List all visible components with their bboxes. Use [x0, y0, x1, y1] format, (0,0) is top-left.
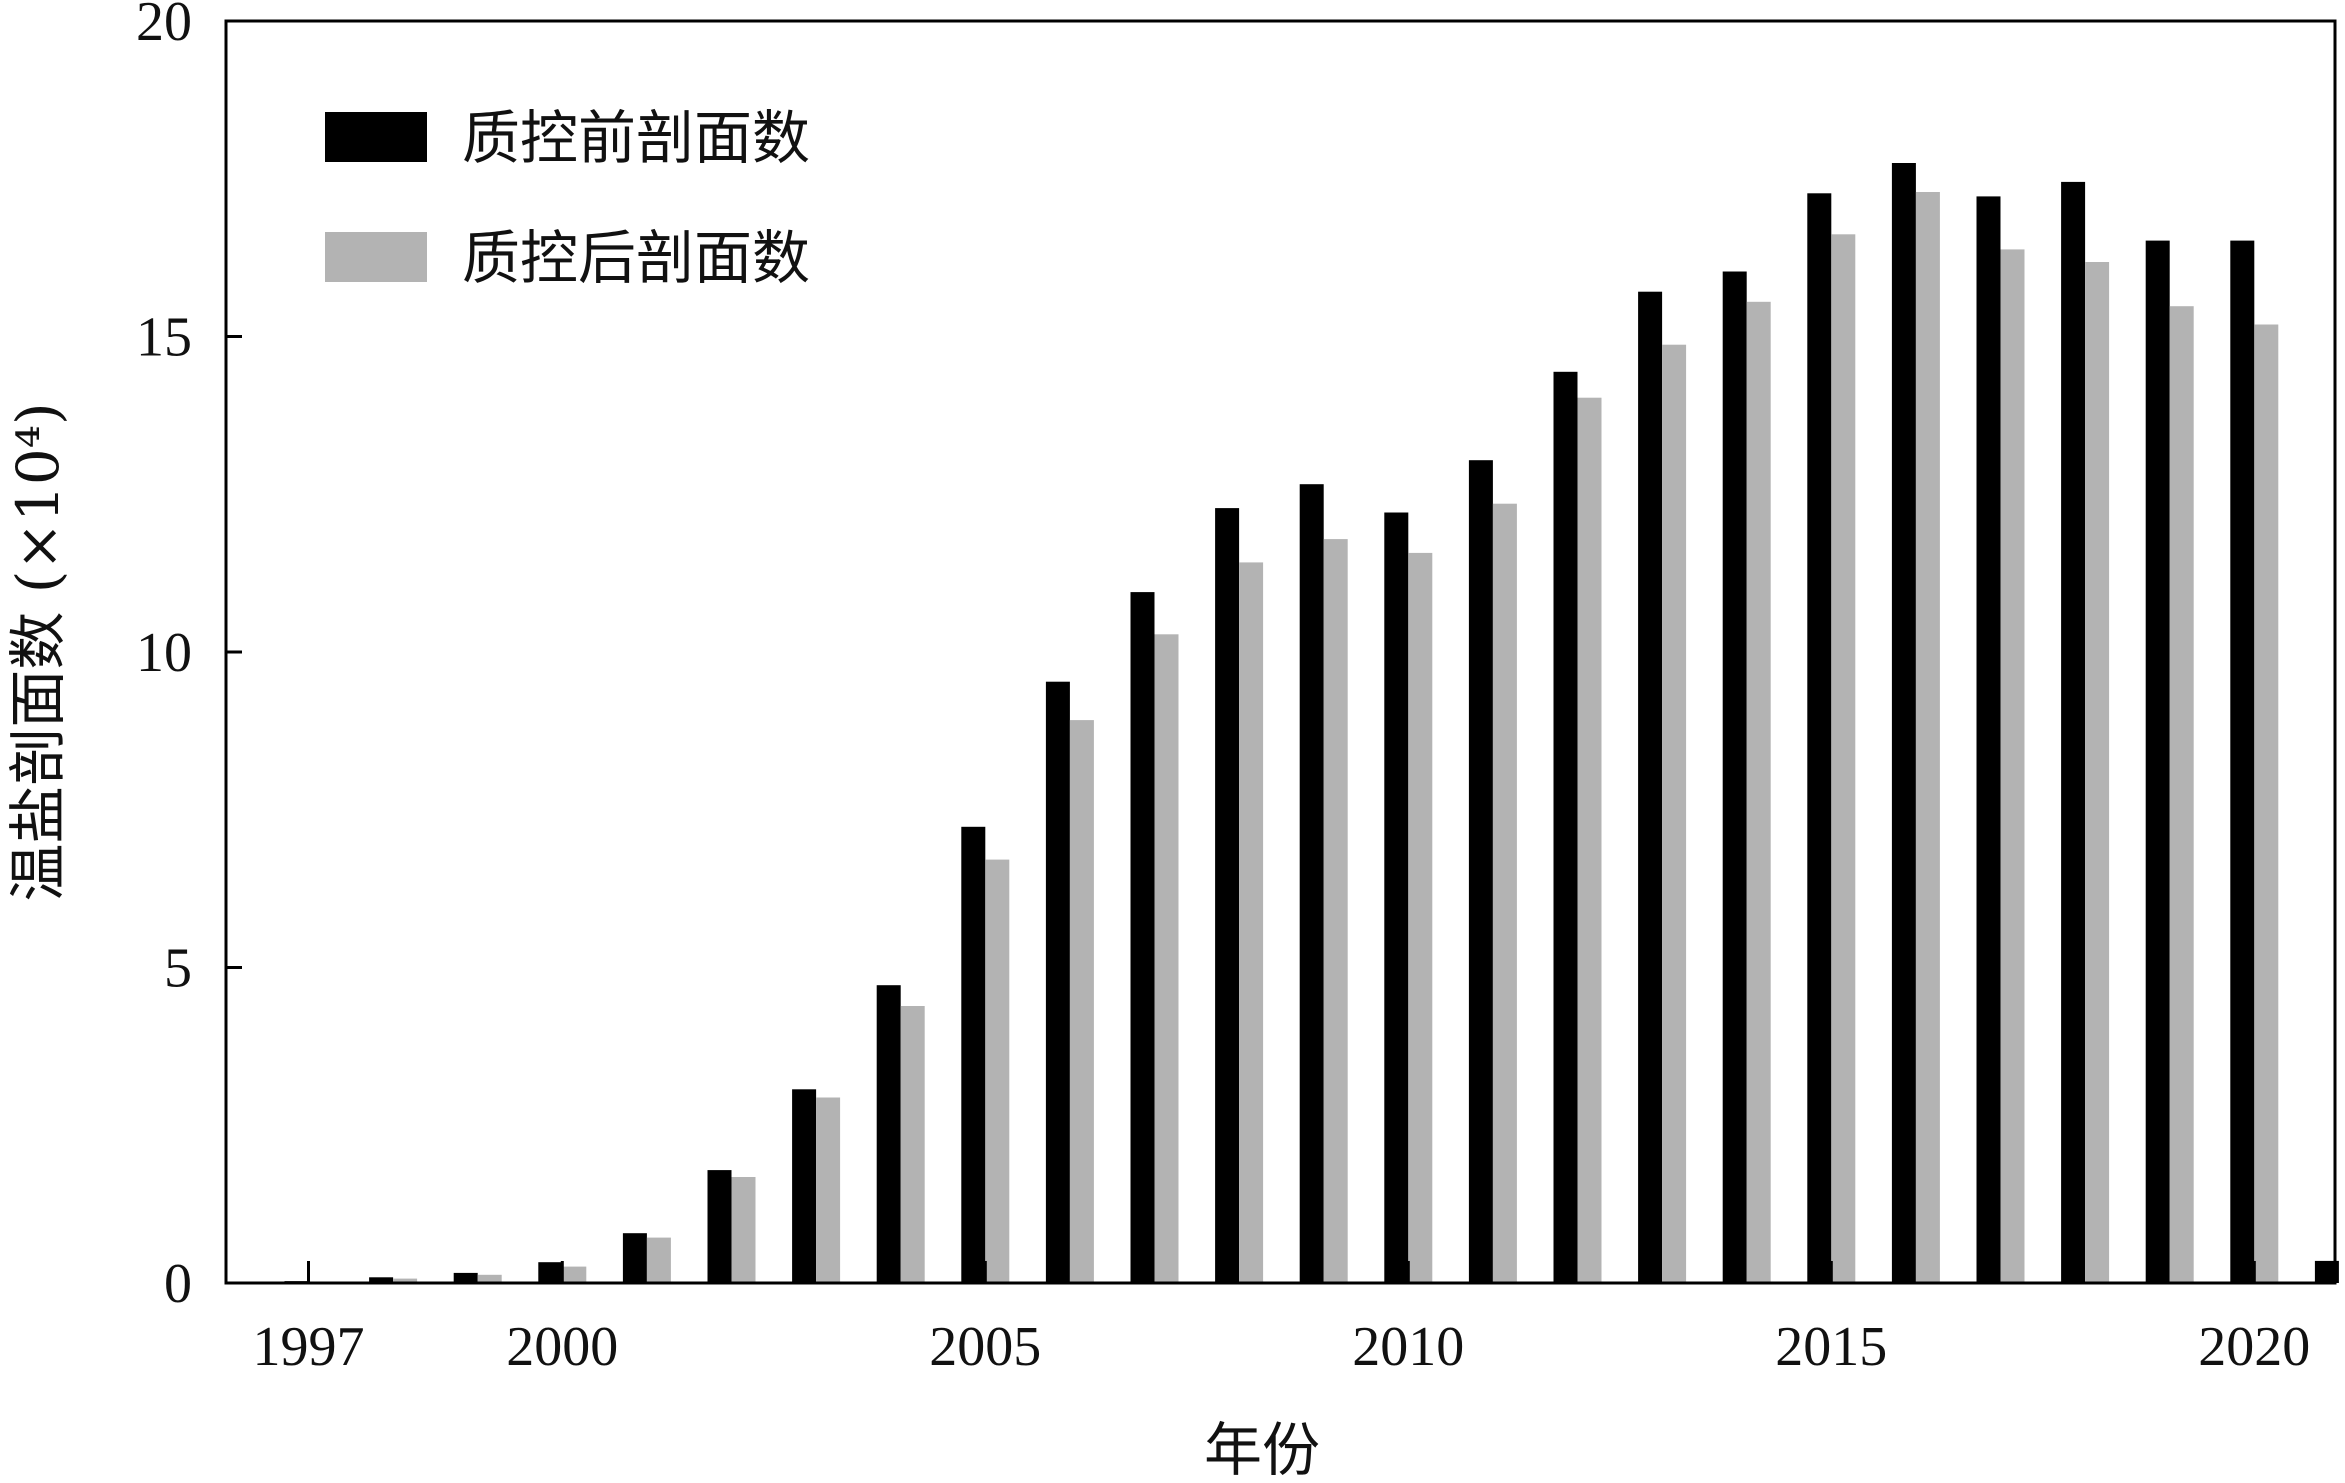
bar-after-qc-2006 — [1069, 720, 1094, 1283]
bar-after-qc-1999 — [477, 1274, 502, 1283]
bar-before-qc-2008 — [1215, 508, 1240, 1284]
bar-after-qc-2005 — [985, 859, 1010, 1283]
bar-after-qc-2001 — [646, 1237, 671, 1283]
x-axis-title: 年份 — [1204, 1416, 1320, 1483]
y-tick-label-15: 15 — [136, 307, 192, 369]
bar-before-qc-2017 — [1976, 196, 2001, 1283]
bar-before-qc-2009 — [1299, 484, 1324, 1283]
bar-after-qc-2018 — [2085, 262, 2110, 1283]
bar-before-qc-2014 — [1722, 271, 1747, 1283]
bar-after-qc-2002 — [731, 1177, 756, 1283]
bar-before-qc-2012 — [1553, 371, 1578, 1283]
legend: 质控前剖面数 质控后剖面数 — [325, 104, 810, 292]
bar-after-qc-2014 — [1746, 301, 1771, 1283]
bar-before-qc-2019 — [2145, 240, 2170, 1284]
x-axis: 1997 2000 2005 2010 2015 2020 — [253, 1261, 2310, 1378]
y-axis: 0 5 10 15 20 — [136, 0, 242, 1315]
bar-before-qc-1999 — [453, 1272, 478, 1283]
bar-before-qc-2004 — [876, 985, 901, 1283]
bar-after-qc-2008 — [1239, 562, 1264, 1283]
bar-after-qc-2015 — [1831, 234, 1856, 1283]
x-tick-label-2010: 2010 — [1352, 1316, 1464, 1378]
legend-label-after-qc: 质控后剖面数 — [462, 224, 810, 292]
x-tick-label-2015: 2015 — [1775, 1316, 1887, 1378]
bar-after-qc-2019 — [2169, 306, 2194, 1283]
bar-after-qc-2009 — [1323, 539, 1348, 1283]
bar-before-qc-2015 — [1807, 193, 1832, 1283]
y-tick-label-20: 20 — [136, 0, 192, 53]
x-tick-label-2000: 2000 — [506, 1316, 618, 1378]
bar-before-qc-2006 — [1045, 681, 1070, 1283]
bars-group — [284, 163, 2339, 1284]
y-axis-title: 温盐剖面数 (×10⁴) — [4, 402, 72, 901]
bar-before-qc-2013 — [1638, 291, 1663, 1283]
bar-after-qc-2003 — [816, 1097, 841, 1283]
bar-before-qc-2018 — [2061, 181, 2086, 1283]
bar-after-qc-1998 — [393, 1278, 418, 1283]
x-tick-label-1997: 1997 — [253, 1316, 365, 1378]
bar-after-qc-2012 — [1577, 397, 1602, 1283]
bar-after-qc-2000 — [562, 1266, 587, 1283]
legend-label-before-qc: 质控前剖面数 — [462, 104, 810, 172]
bar-before-qc-2011 — [1468, 460, 1493, 1283]
bar-after-qc-2010 — [1408, 552, 1433, 1283]
x-tick-label-2005: 2005 — [929, 1316, 1041, 1378]
bar-after-qc-2004 — [900, 1006, 925, 1283]
bar-before-qc-2010 — [1384, 512, 1409, 1283]
bar-after-qc-2017 — [2000, 249, 2025, 1283]
legend-swatch-after-qc — [325, 232, 427, 282]
bar-before-qc-2003 — [792, 1089, 817, 1283]
bar-before-qc-2007 — [1130, 592, 1155, 1283]
bar-before-qc-2001 — [622, 1233, 647, 1283]
y-tick-label-0: 0 — [164, 1253, 192, 1315]
y-tick-label-10: 10 — [136, 622, 192, 684]
bar-after-qc-2011 — [1492, 503, 1517, 1283]
y-tick-label-5: 5 — [164, 938, 192, 1000]
bar-after-qc-2013 — [1662, 344, 1687, 1283]
bar-before-qc-2021 — [2314, 1260, 2339, 1283]
bar-after-qc-2020 — [2254, 324, 2279, 1283]
x-tick-label-2020: 2020 — [2198, 1316, 2310, 1378]
bar-before-qc-2002 — [707, 1170, 732, 1283]
bar-before-qc-2020 — [2230, 240, 2255, 1284]
bar-after-qc-2016 — [1915, 192, 1940, 1283]
bar-after-qc-2007 — [1154, 634, 1179, 1283]
bar-before-qc-1998 — [369, 1277, 394, 1283]
bar-before-qc-2005 — [961, 826, 986, 1283]
legend-swatch-before-qc — [325, 112, 427, 162]
bar-before-qc-2016 — [1891, 163, 1916, 1283]
bar-before-qc-2000 — [538, 1262, 563, 1283]
